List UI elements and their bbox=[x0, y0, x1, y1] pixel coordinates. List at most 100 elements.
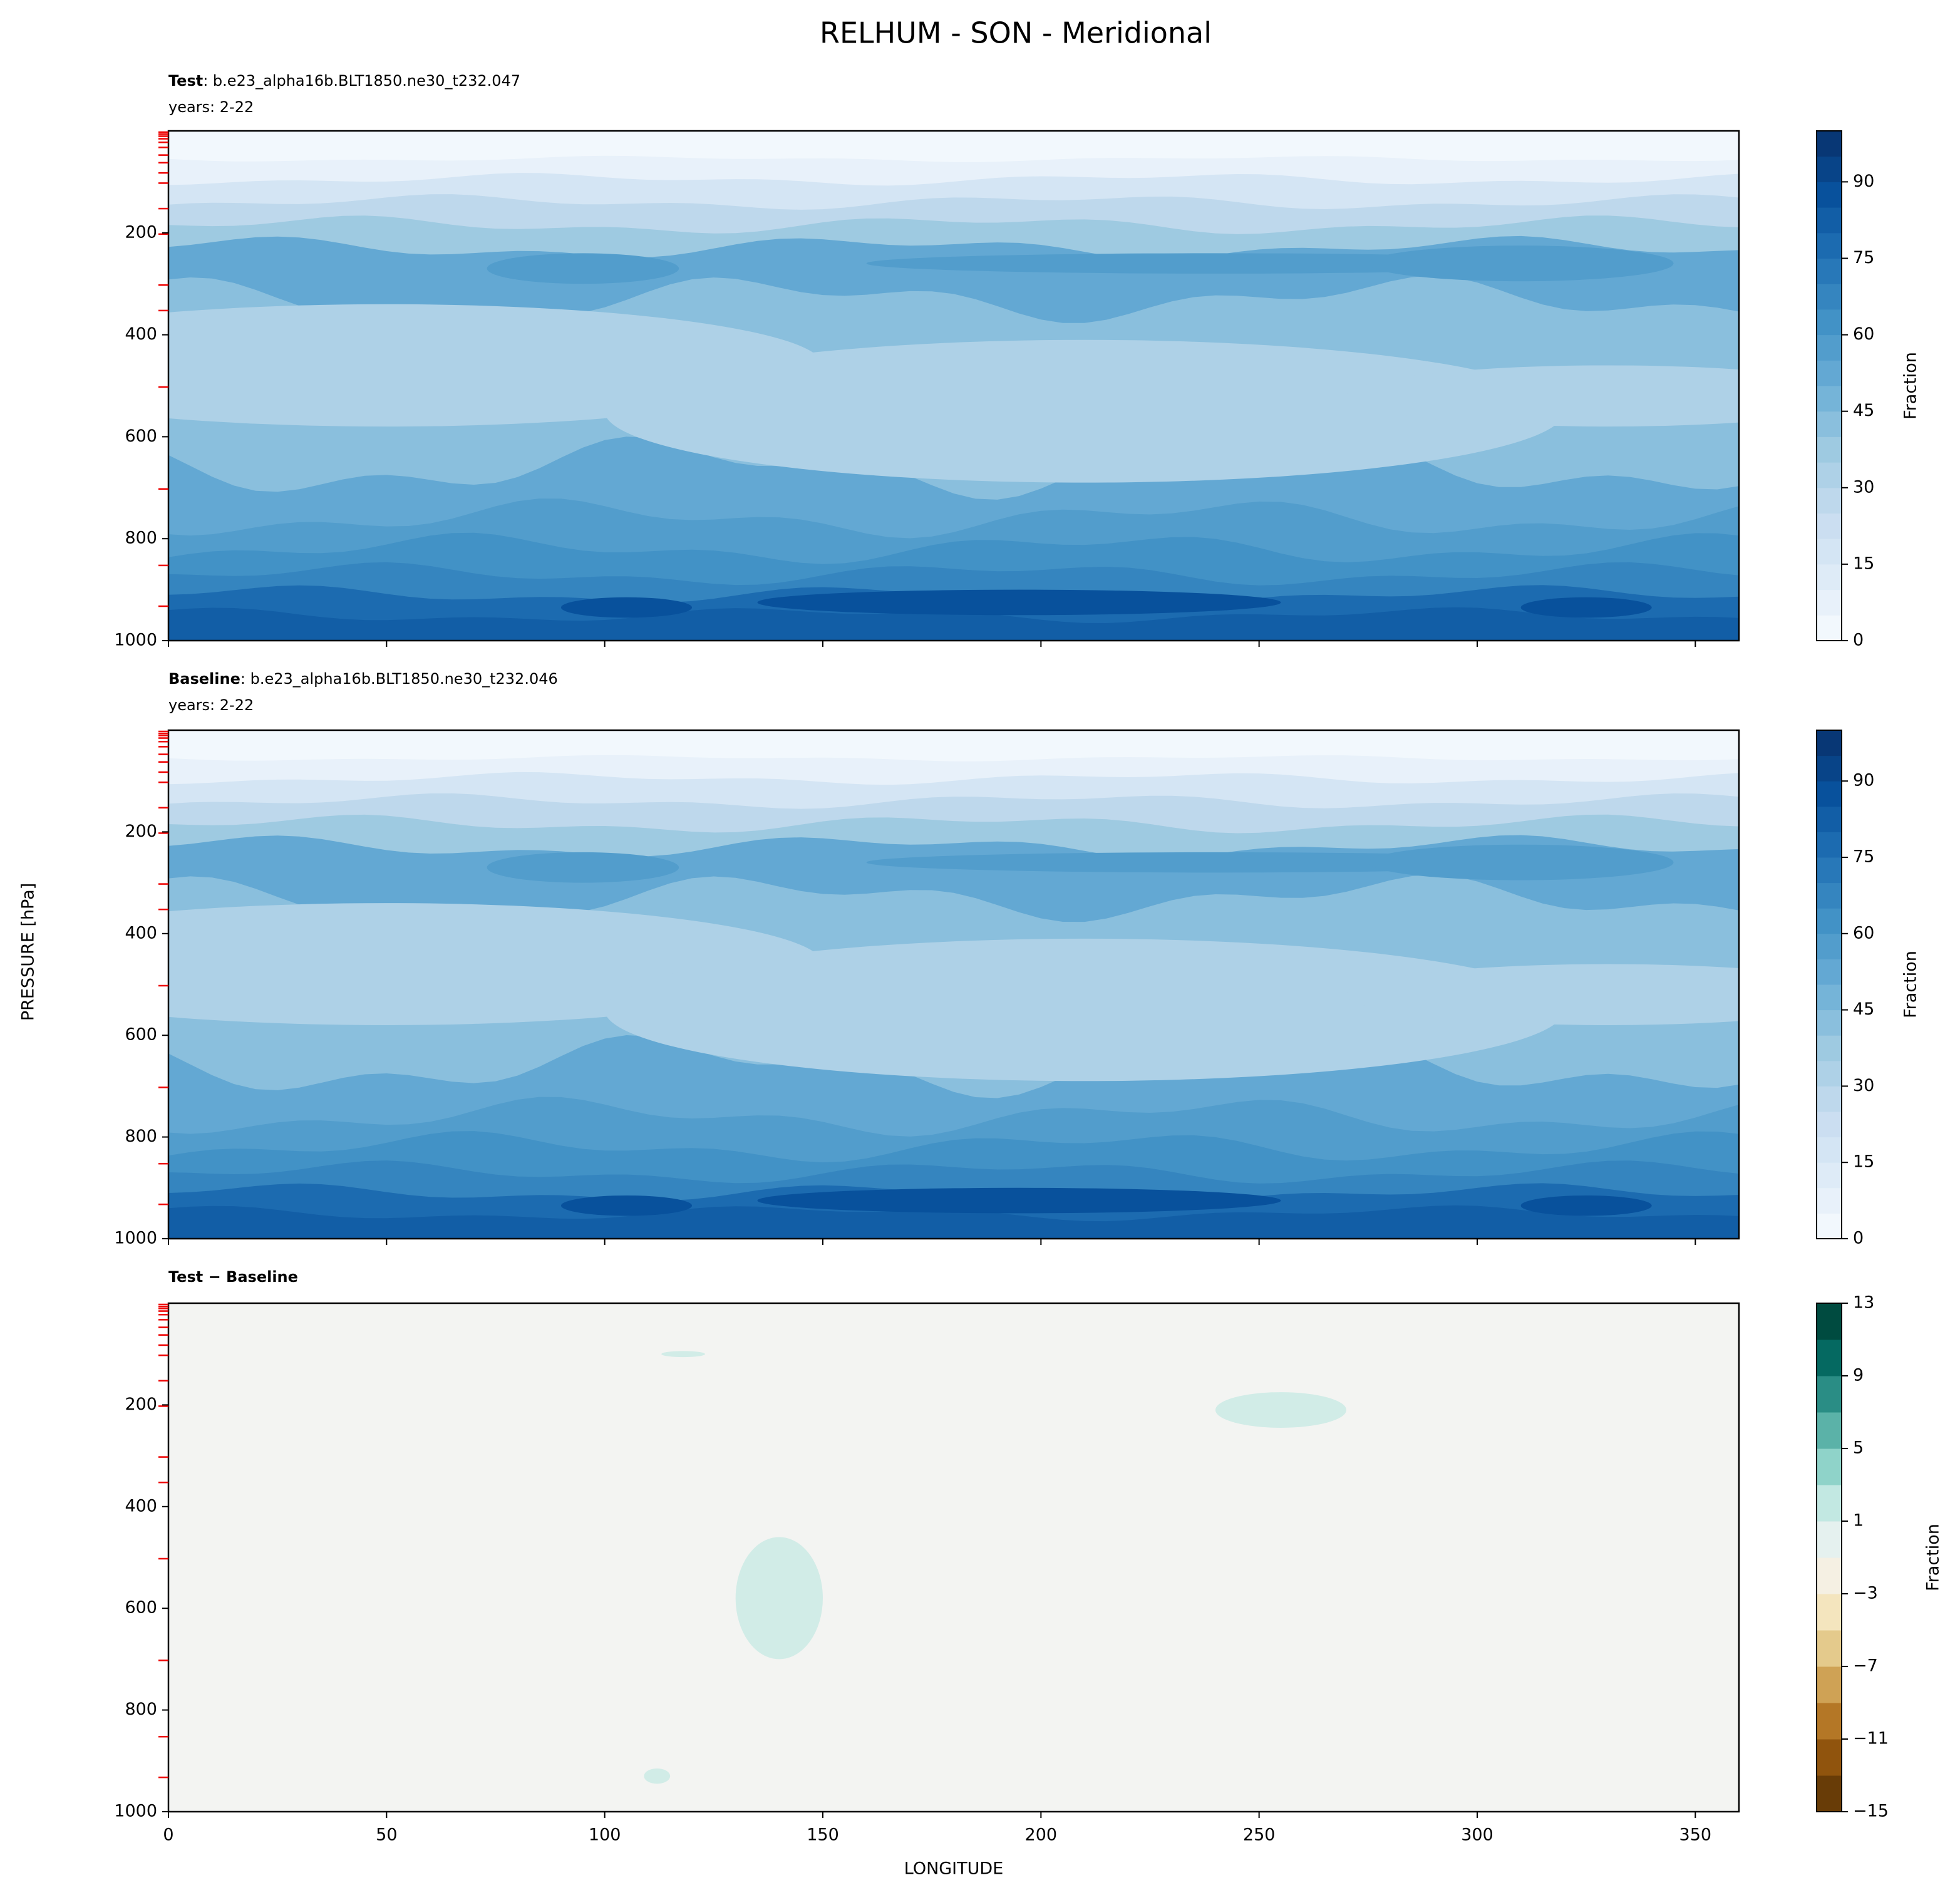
contour-field bbox=[168, 1303, 1739, 1812]
y-tick-label: 600 bbox=[125, 1598, 157, 1618]
colorbar-tick-label: 15 bbox=[1853, 1152, 1874, 1172]
x-tick-label: 0 bbox=[163, 1825, 173, 1845]
colorbar-band bbox=[1817, 564, 1842, 591]
colorbar-band bbox=[1817, 462, 1842, 488]
colorbar-band bbox=[1817, 1448, 1842, 1485]
x-tick-label: 200 bbox=[1025, 1825, 1058, 1845]
contour-blob bbox=[1368, 245, 1674, 282]
colorbar-tick-label: 90 bbox=[1853, 172, 1874, 191]
contour-blob bbox=[487, 253, 679, 284]
case-label: Test − Baseline bbox=[168, 1268, 298, 1286]
colorbar-band bbox=[1817, 1703, 1842, 1740]
plot-frame bbox=[167, 130, 1740, 642]
colorbar-band bbox=[1817, 908, 1842, 934]
colorbar-band bbox=[1817, 513, 1842, 539]
colorbar-label: Fraction bbox=[1924, 1524, 1943, 1591]
colorbar-band bbox=[1817, 1594, 1842, 1631]
case-label: Baseline bbox=[168, 670, 240, 688]
colorbar-frame bbox=[1816, 130, 1842, 641]
colorbar-band bbox=[1817, 832, 1842, 858]
contour-band bbox=[168, 607, 1739, 641]
colorbar-band bbox=[1817, 781, 1842, 807]
plot-frame bbox=[167, 729, 1740, 1240]
colorbar-tick-label: 0 bbox=[1853, 631, 1864, 650]
contour-field bbox=[168, 730, 1739, 1239]
colorbar-band bbox=[1817, 207, 1842, 234]
x-tick-label: 150 bbox=[807, 1825, 839, 1845]
contour-blob bbox=[1346, 365, 1739, 427]
panel-subtitle: Baseline: b.e23_alpha16b.BLT1850.ne30_t2… bbox=[168, 670, 558, 688]
y-tick-label: 200 bbox=[125, 222, 157, 242]
colorbar-band bbox=[1817, 1035, 1842, 1061]
colorbar-band bbox=[1817, 156, 1842, 182]
contour-band bbox=[168, 1205, 1739, 1239]
colorbar-tick-label: −3 bbox=[1853, 1584, 1878, 1603]
colorbar-band bbox=[1817, 755, 1842, 782]
y-tick-label: 1000 bbox=[114, 1229, 157, 1248]
colorbar-band bbox=[1817, 1666, 1842, 1703]
colorbar-band bbox=[1817, 309, 1842, 336]
y-tick-label: 200 bbox=[125, 822, 157, 841]
colorbar-band bbox=[1817, 1213, 1842, 1239]
y-tick-label: 600 bbox=[125, 426, 157, 446]
plot-frame bbox=[167, 1302, 1740, 1813]
colorbar-tick-label: 0 bbox=[1853, 1229, 1864, 1248]
years: years: 2-22 bbox=[168, 696, 254, 714]
contour-blob bbox=[1215, 1392, 1346, 1428]
colorbar-tick-label: 45 bbox=[1853, 401, 1874, 420]
contour-blob bbox=[604, 938, 1565, 1082]
colorbar-band bbox=[1817, 933, 1842, 959]
colorbar-band bbox=[1817, 1557, 1842, 1594]
contour-blob bbox=[1368, 844, 1674, 880]
colorbar-frame bbox=[1816, 730, 1842, 1239]
colorbar-band bbox=[1817, 1187, 1842, 1214]
contour-blob bbox=[1346, 964, 1739, 1025]
colorbar-band bbox=[1817, 284, 1842, 310]
colorbar-band bbox=[1817, 386, 1842, 412]
colorbar-band bbox=[1817, 1060, 1842, 1087]
colorbar-band bbox=[1817, 232, 1842, 259]
contour-blob bbox=[604, 339, 1565, 483]
colorbar-tick-label: 13 bbox=[1853, 1293, 1874, 1313]
contour-blob bbox=[1520, 597, 1652, 618]
colorbar-tick-label: 60 bbox=[1853, 324, 1874, 344]
y-axis-label: PRESSURE [hPa] bbox=[19, 883, 38, 1021]
colorbar-band bbox=[1817, 131, 1842, 157]
colorbar-tick-label: 30 bbox=[1853, 477, 1874, 497]
contour-blob bbox=[487, 852, 679, 883]
y-tick-label: 400 bbox=[125, 1496, 157, 1515]
panel-subtitle: Test − Baseline bbox=[168, 1268, 298, 1286]
colorbar-tick-label: 1 bbox=[1853, 1511, 1864, 1531]
colorbar-tick-label: −11 bbox=[1853, 1729, 1889, 1748]
colorbar-band bbox=[1817, 539, 1842, 565]
contour-blob bbox=[757, 589, 1281, 616]
contour-blob bbox=[644, 1768, 671, 1784]
colorbar-band bbox=[1817, 1340, 1842, 1376]
contour-blob bbox=[735, 1537, 823, 1660]
colorbar-band bbox=[1817, 1009, 1842, 1036]
colorbar-band bbox=[1817, 589, 1842, 616]
contour-blob bbox=[561, 1195, 692, 1216]
colorbar-band bbox=[1817, 1376, 1842, 1413]
colorbar-tick-label: 90 bbox=[1853, 771, 1874, 790]
colorbar-tick-label: 5 bbox=[1853, 1438, 1864, 1458]
x-tick-label: 100 bbox=[589, 1825, 621, 1845]
contour-blob bbox=[661, 1351, 705, 1358]
colorbar-tick-label: −15 bbox=[1853, 1802, 1889, 1821]
colorbar-band bbox=[1817, 1112, 1842, 1138]
x-tick-label: 350 bbox=[1679, 1825, 1712, 1845]
colorbar-band bbox=[1817, 1162, 1842, 1189]
y-tick-label: 1000 bbox=[114, 1802, 157, 1821]
y-tick-label: 600 bbox=[125, 1025, 157, 1045]
colorbar-band bbox=[1817, 959, 1842, 985]
case-label: Test bbox=[168, 72, 203, 90]
colorbar-band bbox=[1817, 806, 1842, 832]
y-tick-label: 1000 bbox=[114, 631, 157, 650]
colorbar-band bbox=[1817, 1086, 1842, 1112]
colorbar-tick-label: 15 bbox=[1853, 554, 1874, 573]
colorbar-band bbox=[1817, 730, 1842, 756]
contour-blob bbox=[757, 1187, 1281, 1214]
colorbar-band bbox=[1817, 615, 1842, 641]
colorbar-label: Fraction bbox=[1901, 352, 1921, 420]
